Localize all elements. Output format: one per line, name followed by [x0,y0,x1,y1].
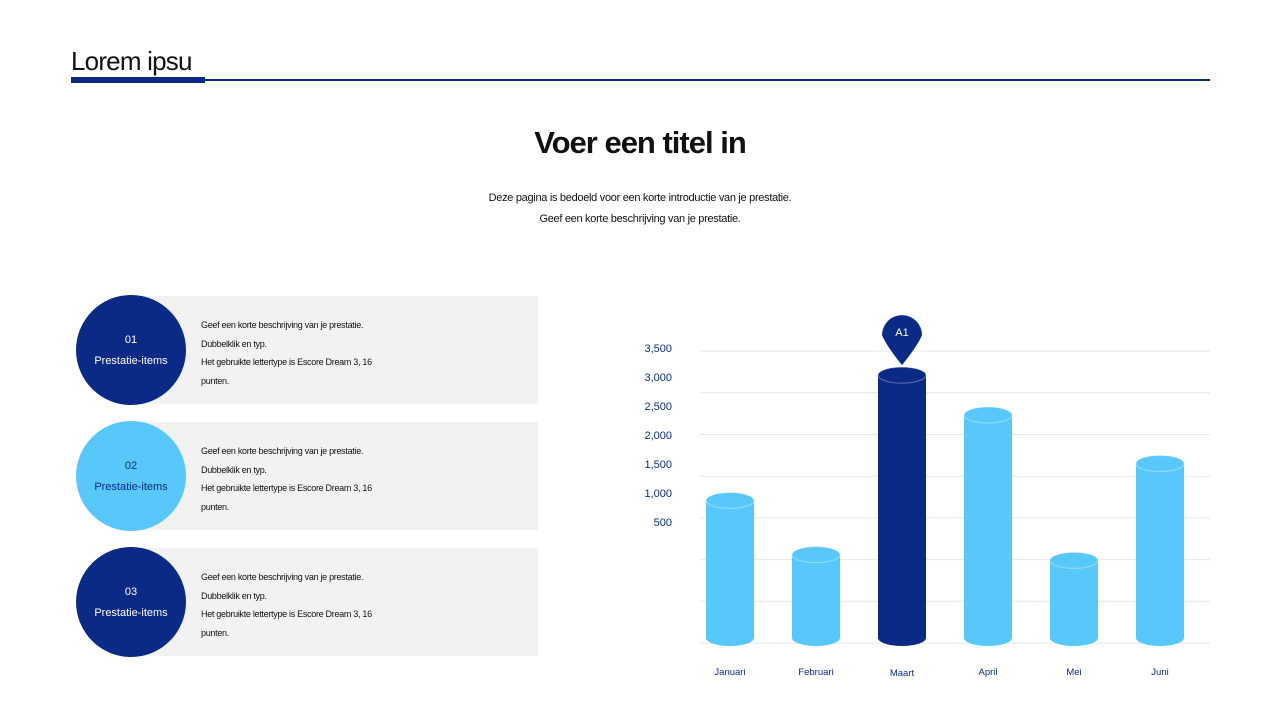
marker-pin [882,315,922,366]
bar-body [878,375,926,646]
marker-label: A1 [895,327,908,339]
item-description-line: punten. [201,375,229,386]
page-title: Voer een titel in [534,125,747,160]
y-tick-label: 500 [654,517,672,529]
bar-body [1050,560,1098,646]
item-badge: 02 Prestatie-items [76,421,186,531]
item-description-line: Geef een korte beschrijving van je prest… [201,572,364,582]
item-background [130,296,538,404]
item-description-line: Dubbelklik en typ. [201,338,267,349]
bar-top-cap [791,546,841,564]
bar-body [706,500,754,646]
bar-top-cap [705,492,755,509]
y-tick-label: 1,500 [644,459,672,471]
x-category-label: Juni [1151,667,1168,678]
header-accent-bar [71,77,205,83]
bar-januari [705,492,755,646]
item-description-line: Dubbelklik en typ. [201,464,267,475]
bar-juni [1135,454,1185,646]
x-category-label: Februari [798,667,833,678]
item-background [130,422,538,530]
bar-top-cap [1049,551,1099,569]
y-tick-label: 2,500 [644,401,672,413]
y-tick-label: 3,500 [644,343,672,355]
bar-top-cap [877,366,927,384]
header-title: Lorem ipsu [71,46,192,76]
item-number: 03 [124,585,138,598]
item-description-line: Geef een korte beschrijving van je prest… [201,446,364,456]
bar-maart [877,366,927,646]
bar-april [963,406,1013,646]
item-number: 01 [124,333,138,346]
x-category-label: Januari [714,667,745,678]
y-tick-label: 1,000 [644,488,672,500]
y-tick-label: 3,000 [644,372,672,384]
x-category-label: Mei [1066,667,1081,678]
item-description: Geef een korte beschrijving van je prest… [201,316,372,390]
intro-text: Deze pagina is bedoeld voor een korte in… [0,188,1280,230]
item-description-line: Het gebruikte lettertype is Escore Dream… [201,609,372,619]
bar-februari [791,546,841,646]
item-description: Geef een korte beschrijving van je prest… [201,442,372,516]
performance-item-3: 03 Prestatie-items Geef een korte beschr… [76,547,540,657]
bar-body [964,415,1012,646]
performance-item-1: 01 Prestatie-items Geef een korte beschr… [76,295,540,405]
item-number: 02 [124,459,138,472]
x-category-label: April [978,667,997,678]
y-tick-label: 2,000 [644,430,672,442]
header-divider [71,79,1210,81]
item-label: Prestatie-items [94,606,168,619]
intro-line-2: Geef een korte beschrijving van je prest… [539,213,741,225]
item-description-line: Het gebruikte lettertype is Escore Dream… [201,483,372,493]
item-description-line: punten. [201,627,229,638]
item-description: Geef een korte beschrijving van je prest… [201,568,372,642]
bar-body [1136,463,1184,646]
x-category-label: Maart [890,668,915,679]
bar-top-cap [963,406,1013,424]
item-label: Prestatie-items [94,480,168,493]
item-description-line: Geef een korte beschrijving van je prest… [201,320,364,330]
item-description-line: Dubbelklik en typ. [201,590,267,601]
bar-top-cap [1135,454,1185,472]
bar-body [792,554,840,646]
item-badge: 01 Prestatie-items [76,295,186,405]
intro-line-1: Deze pagina is bedoeld voor een korte in… [488,192,792,204]
item-description-line: Het gebruikte lettertype is Escore Dream… [201,357,372,367]
item-description-line: punten. [201,501,229,512]
bar-chart: 500 1,000 1,500 2,000 2,500 3,000 3,500 Januari… [644,315,1210,679]
item-label: Prestatie-items [94,354,168,367]
item-background [130,548,538,656]
bar-mei [1049,551,1099,646]
performance-item-2: 02 Prestatie-items Geef een korte beschr… [76,421,540,531]
item-badge: 03 Prestatie-items [76,547,186,657]
